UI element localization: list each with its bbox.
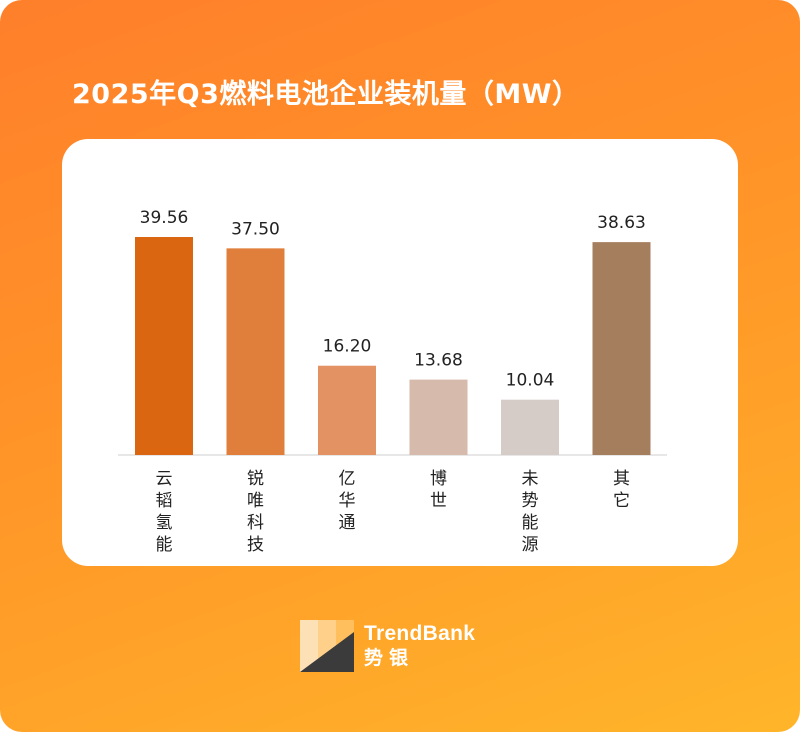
value-label-2: 16.20 xyxy=(323,337,372,357)
value-label-5: 38.63 xyxy=(597,213,646,233)
brand-name-cn: 势银 xyxy=(364,647,415,669)
chart-card: 39.56 37.50 16.20 13.68 10.04 38.63 云韬氢能 锐唯科技 亿… xyxy=(62,139,738,566)
bar-1 xyxy=(226,248,285,455)
bar-chart: 39.56 37.50 16.20 13.68 10.04 38.63 云韬氢能 锐唯科技 亿… xyxy=(118,208,667,555)
bar-3 xyxy=(409,379,468,455)
category-label-0: 云韬氢能 xyxy=(156,469,173,555)
value-label-4: 10.04 xyxy=(506,371,555,391)
value-label-1: 37.50 xyxy=(231,219,280,239)
category-label-3: 博世 xyxy=(430,469,447,511)
bar-5 xyxy=(592,242,651,455)
category-label-4: 未势能源 xyxy=(522,469,539,555)
bar-2 xyxy=(318,365,376,455)
bar-4 xyxy=(501,399,559,455)
category-label-2: 亿华通 xyxy=(339,469,356,533)
brand-name-en: TrendBank xyxy=(364,622,476,645)
brand-logo: TrendBank 势银 xyxy=(300,620,475,672)
value-label-0: 39.56 xyxy=(140,208,189,228)
category-label-1: 锐唯科技 xyxy=(247,469,264,555)
category-label-5: 其它 xyxy=(613,469,630,511)
chart-title: 2025年Q3燃料电池企业装机量（MW） xyxy=(72,79,580,110)
value-label-3: 13.68 xyxy=(414,351,463,371)
bar-0 xyxy=(135,237,193,455)
trendbank-logo-icon xyxy=(300,620,354,672)
